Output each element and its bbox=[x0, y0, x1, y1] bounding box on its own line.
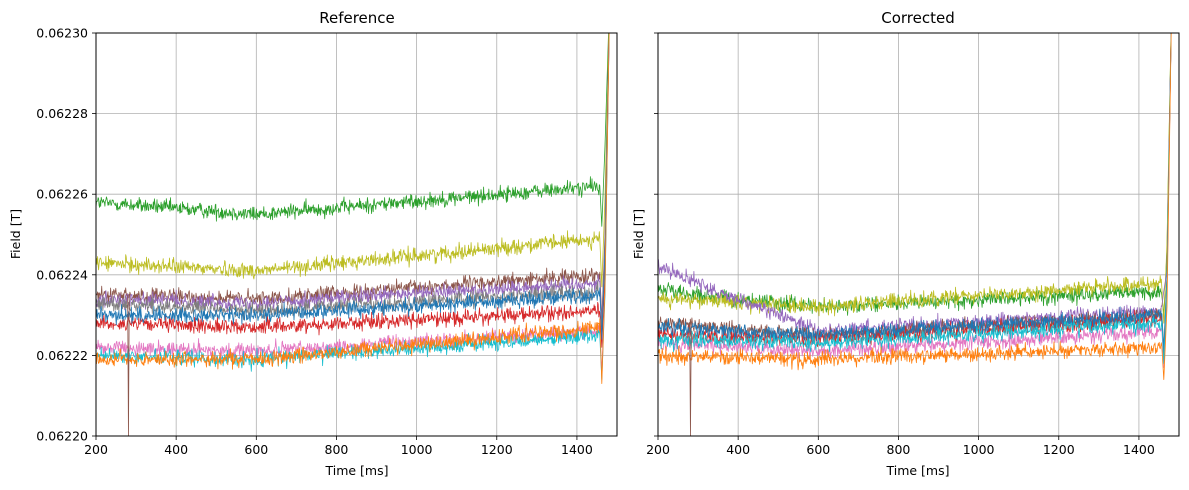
x-tick-label-1200: 1200 bbox=[481, 442, 513, 457]
x-tick-label-1200: 1200 bbox=[1043, 442, 1075, 457]
x-tick-label-1000: 1000 bbox=[401, 442, 433, 457]
trace-purple-line bbox=[96, 33, 610, 324]
trace-blue-line bbox=[96, 33, 610, 340]
y-tick-label-0.06230: 0.06230 bbox=[36, 26, 88, 41]
spike-glitch bbox=[689, 323, 692, 436]
reference-panel: Reference Time [ms] Field [T] 200 400 600 8… bbox=[8, 9, 618, 478]
x-tick-label-800: 800 bbox=[325, 442, 349, 457]
y-tick-label-0.06228: 0.06228 bbox=[36, 106, 88, 121]
x-tick-label-400: 400 bbox=[726, 442, 750, 457]
x-tick-label-1000: 1000 bbox=[963, 442, 995, 457]
x-tick-label-400: 400 bbox=[164, 442, 188, 457]
x-tick-label-600: 600 bbox=[244, 442, 268, 457]
trace-blue-line bbox=[658, 33, 1172, 352]
y-tick-label-0.06220: 0.06220 bbox=[36, 429, 88, 444]
y-tick-label-0.06222: 0.06222 bbox=[36, 348, 88, 363]
axes-frame bbox=[95, 32, 618, 437]
trace-orange-line bbox=[658, 33, 1172, 380]
trace-orange-line bbox=[96, 33, 610, 384]
x-tick-label-1400: 1400 bbox=[561, 442, 593, 457]
corrected-title: Corrected bbox=[881, 9, 955, 27]
trace-green-line bbox=[96, 33, 609, 227]
reference-y-axis-label: Field [T] bbox=[8, 209, 23, 259]
reference-title: Reference bbox=[319, 9, 395, 27]
corrected-x-axis-label: Time [ms] bbox=[885, 463, 949, 478]
trace-olive-line bbox=[96, 33, 610, 288]
y-tick-label-0.06226: 0.06226 bbox=[36, 187, 88, 202]
trace-cyan-line bbox=[658, 33, 1172, 364]
spike-glitch bbox=[127, 294, 130, 436]
y-tick-label-0.06224: 0.06224 bbox=[36, 267, 88, 282]
x-tick-label-600: 600 bbox=[806, 442, 830, 457]
x-tick-label-200: 200 bbox=[646, 442, 670, 457]
x-tick-label-800: 800 bbox=[887, 442, 911, 457]
trace-olive-line bbox=[658, 33, 1172, 324]
corrected-panel: Corrected Time [ms] Field [T] 200 400 600 8… bbox=[631, 9, 1180, 478]
reference-x-axis-label: Time [ms] bbox=[324, 463, 388, 478]
axes-frame bbox=[657, 32, 1180, 437]
traces bbox=[96, 33, 610, 436]
x-tick-label-1400: 1400 bbox=[1123, 442, 1155, 457]
corrected-y-axis-label: Field [T] bbox=[631, 209, 646, 259]
x-tick-label-200: 200 bbox=[84, 442, 108, 457]
traces bbox=[658, 33, 1172, 436]
trace-red-line bbox=[96, 33, 610, 348]
